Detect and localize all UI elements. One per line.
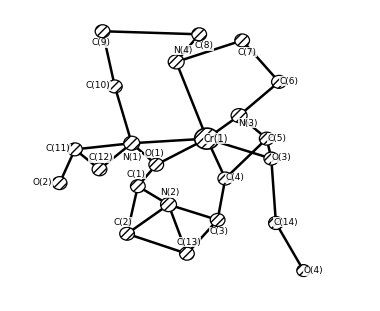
Text: C(11): C(11)	[46, 144, 70, 153]
Text: C(12): C(12)	[89, 153, 113, 162]
Text: C(14): C(14)	[274, 218, 298, 227]
Ellipse shape	[108, 80, 122, 93]
Ellipse shape	[297, 265, 310, 276]
Text: C(1): C(1)	[127, 170, 146, 179]
Text: O(1): O(1)	[145, 149, 165, 158]
Ellipse shape	[120, 227, 135, 240]
Ellipse shape	[259, 132, 274, 145]
Text: C(5): C(5)	[267, 133, 286, 142]
Ellipse shape	[92, 163, 107, 176]
Ellipse shape	[264, 152, 279, 165]
Ellipse shape	[235, 34, 250, 47]
Text: O(3): O(3)	[271, 153, 291, 162]
Ellipse shape	[218, 172, 233, 185]
Ellipse shape	[130, 180, 145, 193]
Ellipse shape	[272, 75, 287, 88]
Ellipse shape	[269, 216, 283, 230]
Ellipse shape	[68, 143, 82, 156]
Ellipse shape	[124, 136, 140, 150]
Ellipse shape	[120, 227, 135, 240]
Ellipse shape	[95, 25, 110, 38]
Ellipse shape	[192, 28, 207, 41]
Ellipse shape	[195, 128, 219, 149]
Ellipse shape	[297, 265, 310, 276]
Text: C(9): C(9)	[92, 38, 111, 47]
Ellipse shape	[92, 163, 107, 176]
Ellipse shape	[269, 216, 283, 230]
Ellipse shape	[231, 109, 247, 123]
Ellipse shape	[52, 177, 67, 190]
Ellipse shape	[192, 28, 207, 41]
Ellipse shape	[231, 109, 247, 123]
Ellipse shape	[210, 213, 225, 226]
Text: N(3): N(3)	[239, 119, 258, 128]
Text: C(2): C(2)	[113, 218, 132, 227]
Ellipse shape	[180, 247, 194, 260]
Text: N(2): N(2)	[160, 188, 180, 197]
Text: Cr(1): Cr(1)	[203, 134, 228, 144]
Ellipse shape	[218, 172, 233, 185]
Ellipse shape	[195, 128, 219, 149]
Text: C(13): C(13)	[176, 238, 201, 247]
Text: C(6): C(6)	[279, 77, 298, 86]
Ellipse shape	[149, 158, 164, 171]
Ellipse shape	[210, 213, 225, 226]
Ellipse shape	[180, 247, 194, 260]
Text: C(3): C(3)	[210, 227, 229, 236]
Ellipse shape	[168, 55, 184, 69]
Ellipse shape	[130, 180, 145, 193]
Ellipse shape	[149, 158, 164, 171]
Ellipse shape	[259, 132, 274, 145]
Text: C(4): C(4)	[226, 174, 245, 182]
Text: N(4): N(4)	[173, 46, 192, 55]
Ellipse shape	[272, 75, 287, 88]
Text: O(2): O(2)	[33, 178, 52, 187]
Ellipse shape	[52, 177, 67, 190]
Ellipse shape	[160, 197, 176, 211]
Ellipse shape	[168, 55, 184, 69]
Ellipse shape	[124, 136, 140, 150]
Ellipse shape	[160, 197, 176, 211]
Ellipse shape	[108, 80, 122, 93]
Ellipse shape	[235, 34, 250, 47]
Text: C(7): C(7)	[237, 48, 256, 57]
Text: C(8): C(8)	[194, 41, 213, 50]
Text: O(4): O(4)	[304, 266, 323, 275]
Text: N(1): N(1)	[122, 152, 141, 161]
Ellipse shape	[68, 143, 82, 156]
Text: C(10): C(10)	[86, 81, 110, 91]
Ellipse shape	[95, 25, 110, 38]
Ellipse shape	[264, 152, 279, 165]
